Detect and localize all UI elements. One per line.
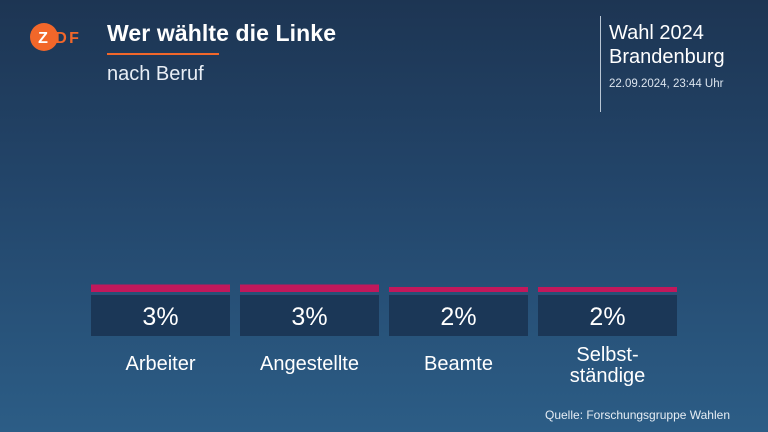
value-label-0: 3%	[142, 303, 178, 331]
chart-subtitle: nach Beruf	[107, 63, 204, 85]
value-box-1	[240, 295, 379, 336]
bar-3	[538, 287, 677, 292]
category-label-0: Arbeiter	[125, 353, 195, 375]
bar-1	[240, 284, 379, 292]
election-line-2: Brandenburg	[609, 46, 725, 68]
svg-text:D: D	[55, 30, 67, 47]
header-divider	[600, 16, 601, 112]
value-label-1: 3%	[291, 303, 327, 331]
election-info: Wahl 2024 Brandenburg	[609, 21, 725, 69]
category-label-1: Angestellte	[260, 353, 359, 375]
category-label-3: Selbst-ständige	[570, 344, 646, 387]
svg-text:F: F	[69, 30, 79, 47]
value-label-3: 2%	[589, 303, 625, 331]
svg-text:Z: Z	[38, 30, 48, 47]
bar-0	[91, 284, 230, 292]
timestamp: 22.09.2024, 23:44 Uhr	[609, 78, 724, 90]
value-box-3	[538, 295, 677, 336]
category-label-2: Beamte	[424, 353, 493, 375]
title-underline	[107, 53, 219, 55]
chart-title: Wer wählte die Linke	[107, 20, 337, 46]
zdf-logo-icon: Z D F	[30, 23, 79, 51]
bar-2	[389, 287, 528, 292]
value-label-2: 2%	[440, 303, 476, 331]
election-line-1: Wahl 2024	[609, 22, 704, 44]
value-box-2	[389, 295, 528, 336]
source-note: Quelle: Forschungsgruppe Wahlen	[545, 408, 730, 422]
value-box-0	[91, 295, 230, 336]
